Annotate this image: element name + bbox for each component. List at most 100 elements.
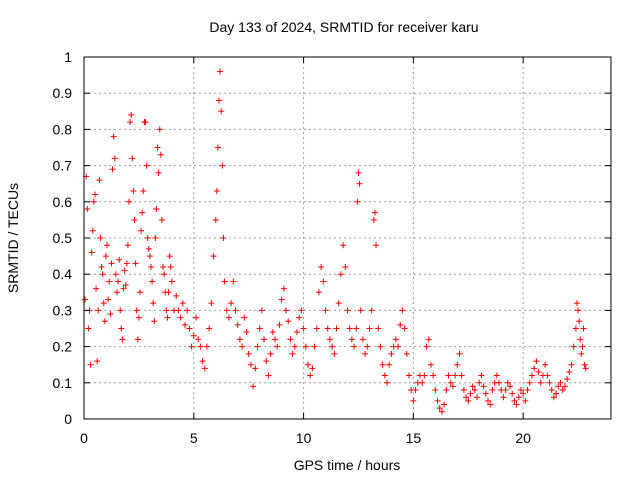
data-point xyxy=(469,383,476,390)
data-point xyxy=(218,108,225,115)
data-point xyxy=(214,144,221,151)
data-point xyxy=(496,379,503,386)
data-point xyxy=(177,314,184,321)
data-point xyxy=(168,278,175,285)
y-axis-label: SRMTID / TECUs xyxy=(5,183,21,293)
data-point xyxy=(157,151,164,158)
data-point xyxy=(575,307,582,314)
data-point xyxy=(245,350,252,357)
y-tick-label: 0.7 xyxy=(53,158,73,174)
data-point xyxy=(355,169,362,176)
x-tick-label: 10 xyxy=(296,430,312,446)
data-point xyxy=(578,350,585,357)
data-point xyxy=(366,325,373,332)
data-point xyxy=(307,372,314,379)
data-point xyxy=(140,187,147,194)
data-point xyxy=(132,260,139,267)
data-point xyxy=(90,198,97,205)
data-point xyxy=(315,289,322,296)
data-point xyxy=(133,307,140,314)
data-point xyxy=(550,394,557,401)
data-point xyxy=(173,292,180,299)
data-point xyxy=(579,343,586,350)
data-point xyxy=(572,325,579,332)
data-point xyxy=(142,119,149,126)
data-point xyxy=(175,307,182,314)
data-point xyxy=(346,325,353,332)
data-point xyxy=(203,343,210,350)
data-point xyxy=(553,390,560,397)
data-point xyxy=(121,267,128,274)
data-point xyxy=(302,343,309,350)
data-point xyxy=(151,318,158,325)
data-point xyxy=(544,372,551,379)
data-point xyxy=(115,278,122,285)
data-point xyxy=(149,278,156,285)
data-point xyxy=(274,343,281,350)
data-point xyxy=(136,289,143,296)
y-tick-label: 1 xyxy=(64,49,72,65)
data-point xyxy=(482,390,489,397)
data-point xyxy=(291,343,298,350)
data-point xyxy=(225,314,232,321)
data-point xyxy=(386,361,393,368)
data-point xyxy=(300,325,307,332)
data-point xyxy=(432,387,439,394)
data-point xyxy=(163,307,170,314)
data-point xyxy=(154,144,161,151)
data-point xyxy=(293,329,300,336)
data-point xyxy=(304,361,311,368)
data-point xyxy=(256,325,263,332)
data-point xyxy=(107,311,114,318)
data-point xyxy=(123,260,130,267)
data-point xyxy=(322,307,329,314)
data-point xyxy=(357,307,364,314)
data-point xyxy=(201,365,208,372)
data-point xyxy=(506,383,513,390)
data-point xyxy=(261,336,268,343)
data-point xyxy=(471,387,478,394)
data-point xyxy=(252,365,259,372)
data-point xyxy=(296,314,303,321)
data-point xyxy=(150,300,157,307)
data-point xyxy=(447,379,454,386)
grid-lines xyxy=(84,57,611,419)
data-point xyxy=(335,300,342,307)
y-tick-labels: 0 0.1 0.2 0.3 0.4 0.5 0.6 0.7 0.8 0.9 1 xyxy=(53,49,73,427)
data-point xyxy=(236,336,243,343)
data-point xyxy=(232,307,239,314)
data-point xyxy=(504,379,511,386)
data-point xyxy=(467,390,474,397)
data-point xyxy=(216,97,223,104)
data-point xyxy=(373,242,380,249)
data-point xyxy=(441,401,448,408)
data-point xyxy=(85,325,92,332)
data-point xyxy=(403,350,410,357)
data-point xyxy=(210,253,217,260)
data-point xyxy=(493,372,500,379)
data-point xyxy=(138,227,145,234)
data-point xyxy=(117,307,124,314)
x-tick-label: 20 xyxy=(515,430,531,446)
data-point xyxy=(395,343,402,350)
data-point xyxy=(371,209,378,216)
data-point xyxy=(241,314,248,321)
data-point xyxy=(564,376,571,383)
data-point xyxy=(153,206,160,213)
data-point xyxy=(524,387,531,394)
data-point xyxy=(351,343,358,350)
data-point xyxy=(239,343,246,350)
data-point xyxy=(443,387,450,394)
data-point xyxy=(485,397,492,404)
data-point xyxy=(581,361,588,368)
data-point xyxy=(474,394,481,401)
data-point xyxy=(533,358,540,365)
data-point xyxy=(146,253,153,260)
data-point xyxy=(397,321,404,328)
data-point xyxy=(392,336,399,343)
data-point xyxy=(156,126,163,133)
data-point xyxy=(535,368,542,375)
data-point xyxy=(167,263,174,270)
data-point xyxy=(105,296,112,303)
